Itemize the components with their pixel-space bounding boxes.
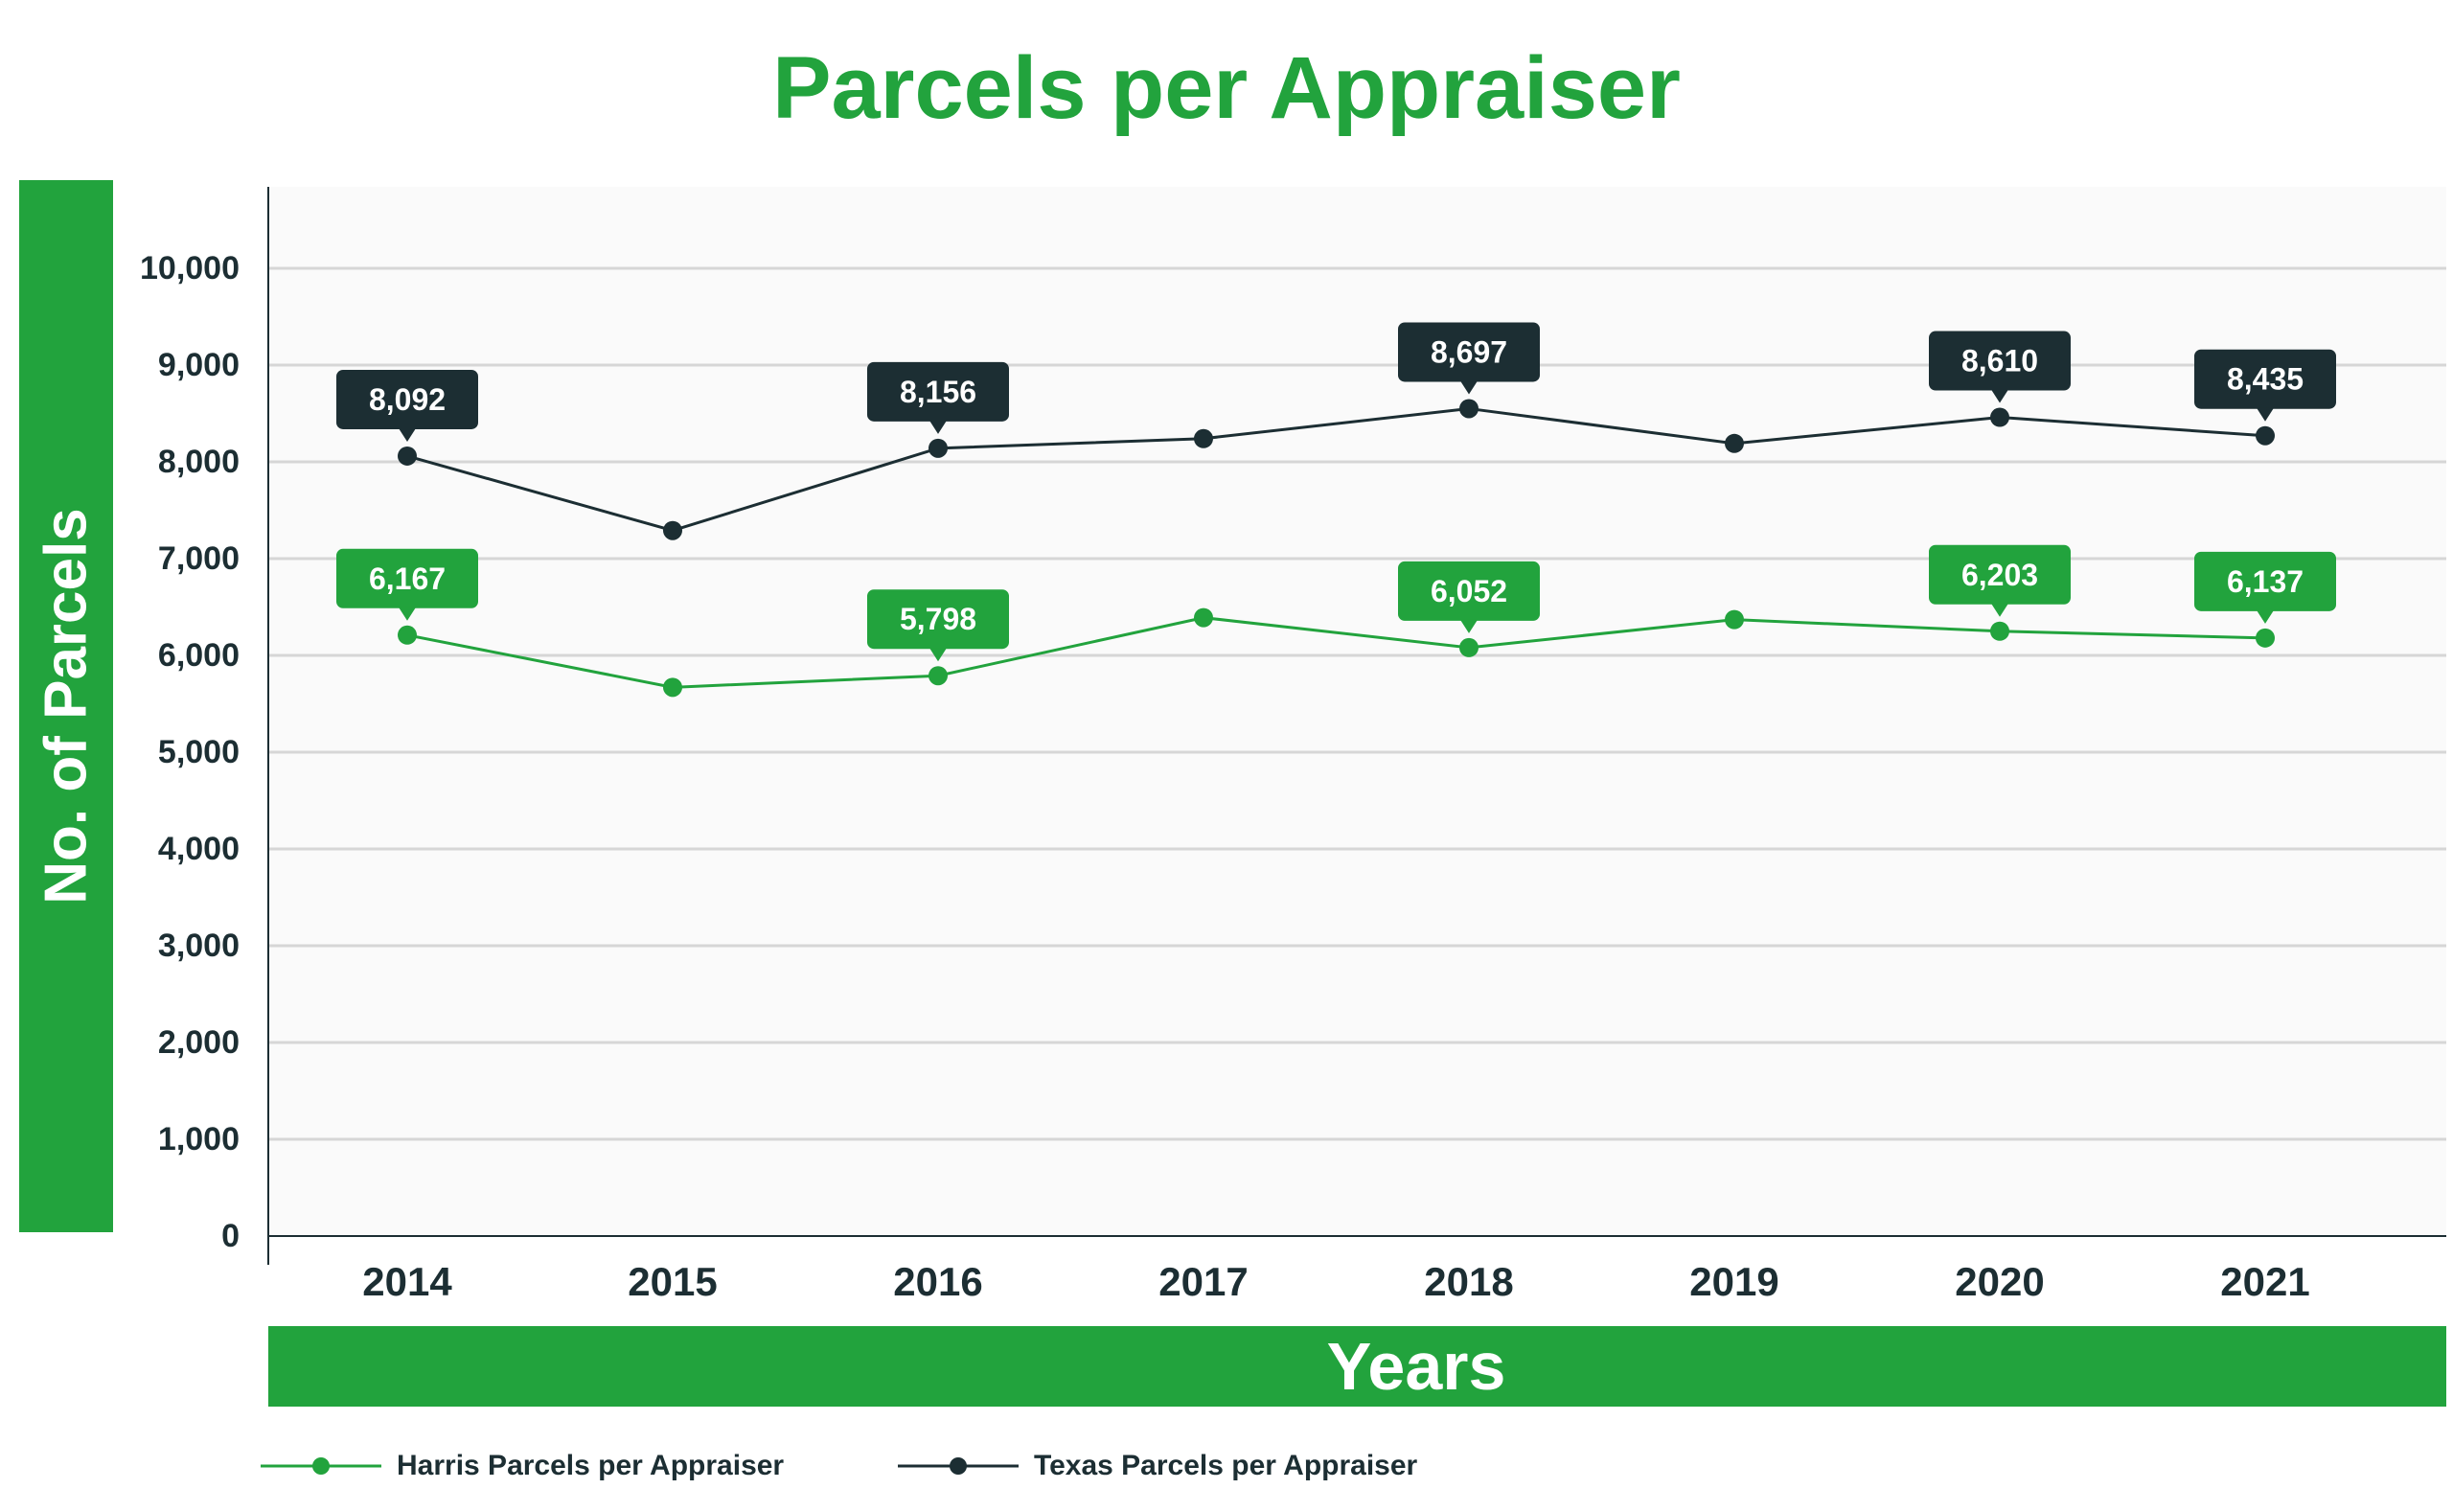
data-label-texas: 8,092 xyxy=(336,369,478,442)
data-point-harris xyxy=(1459,637,1479,657)
data-label-texas: 8,435 xyxy=(2194,349,2336,422)
data-label-box xyxy=(336,369,478,429)
data-point-texas xyxy=(398,446,417,466)
data-point-harris xyxy=(663,677,682,698)
series-line-harris xyxy=(406,616,2266,689)
data-label-pointer xyxy=(1991,603,2008,617)
data-label-harris: 6,052 xyxy=(1398,561,1540,633)
data-label-box xyxy=(1398,561,1540,621)
data-label-box xyxy=(1929,544,2071,605)
data-label-harris: 5,798 xyxy=(867,589,1009,662)
y-tick-label: 6,000 xyxy=(158,637,240,674)
data-label-box xyxy=(1929,331,2071,391)
data-label-text: 5,798 xyxy=(900,602,976,636)
data-label-text: 6,203 xyxy=(1961,558,2038,592)
data-label-pointer xyxy=(929,420,947,434)
data-label-pointer xyxy=(1460,380,1478,395)
data-label-text: 6,137 xyxy=(2227,564,2304,599)
data-label-box xyxy=(336,548,478,608)
y-tick-label: 9,000 xyxy=(158,347,240,383)
y-tick-label: 0 xyxy=(221,1218,240,1254)
data-label-text: 8,092 xyxy=(369,382,446,417)
y-tick-label: 3,000 xyxy=(158,928,240,964)
x-tick-label: 2014 xyxy=(362,1259,452,1304)
legend-item-texas: Texas Parcels per Appraiser xyxy=(896,1447,1417,1485)
data-point-harris xyxy=(1194,607,1213,628)
x-tick-label: 2021 xyxy=(2220,1259,2309,1304)
data-label-pointer xyxy=(399,427,416,442)
x-tick-label: 2015 xyxy=(628,1259,717,1304)
data-label-box xyxy=(2194,551,2336,611)
x-axis-label: Years xyxy=(1326,1329,1506,1404)
plot-area xyxy=(268,187,2446,1236)
data-point-harris xyxy=(1725,609,1744,630)
series-line-texas xyxy=(406,406,2266,533)
data-label-harris: 6,203 xyxy=(1929,544,2071,617)
data-label-pointer xyxy=(2257,407,2274,422)
data-label-pointer xyxy=(1460,619,1478,633)
data-label-harris: 6,137 xyxy=(2194,551,2336,624)
data-label-box xyxy=(1398,322,1540,382)
data-point-harris xyxy=(398,625,417,645)
x-tick-label: 2017 xyxy=(1158,1259,1248,1304)
x-tick-label: 2020 xyxy=(1955,1259,2044,1304)
legend-marker-harris xyxy=(261,1457,381,1475)
y-tick-label: 10,000 xyxy=(140,250,240,286)
y-tick-label: 2,000 xyxy=(158,1024,240,1061)
data-label-text: 6,167 xyxy=(369,561,446,596)
y-tick-label: 5,000 xyxy=(158,734,240,770)
data-point-texas xyxy=(1194,428,1213,448)
x-tick-label: 2018 xyxy=(1424,1259,1513,1304)
x-axis-label-background xyxy=(268,1326,2446,1407)
data-point-texas xyxy=(1990,407,2009,427)
y-tick-label: 4,000 xyxy=(158,831,240,867)
y-axis-label-background xyxy=(19,180,113,1232)
data-label-pointer xyxy=(1991,389,2008,403)
legend-marker-texas xyxy=(898,1457,1019,1475)
data-point-texas xyxy=(663,520,682,540)
y-tick-label: 1,000 xyxy=(158,1121,240,1157)
data-point-texas xyxy=(928,438,948,458)
data-point-texas xyxy=(1725,433,1744,453)
data-point-harris xyxy=(928,666,948,686)
chart-title: Parcels per Appraiser xyxy=(772,39,1681,137)
data-label-box xyxy=(867,589,1009,650)
y-tick-label: 8,000 xyxy=(158,444,240,480)
data-label-texas: 8,697 xyxy=(1398,322,1540,395)
data-label-harris: 6,167 xyxy=(336,548,478,621)
data-label-text: 8,697 xyxy=(1431,334,1507,369)
data-label-text: 8,435 xyxy=(2227,362,2304,397)
legend-label-texas: Texas Parcels per Appraiser xyxy=(1034,1450,1418,1481)
data-point-texas xyxy=(1459,399,1479,419)
data-point-harris xyxy=(2256,628,2275,648)
line-chart: 0 1,000 2,000 3,000 4,000 5,000 6,000 7,000 8,00… xyxy=(140,187,2446,1304)
data-label-pointer xyxy=(399,607,416,621)
x-tick-label: 2016 xyxy=(893,1259,982,1304)
data-label-box xyxy=(867,361,1009,422)
data-label-texas: 8,610 xyxy=(1929,331,2071,403)
data-point-harris xyxy=(1990,621,2009,641)
data-label-pointer xyxy=(2257,609,2274,624)
data-label-text: 8,156 xyxy=(900,375,976,409)
data-label-text: 8,610 xyxy=(1961,344,2038,378)
data-label-pointer xyxy=(929,648,947,662)
y-tick-label: 7,000 xyxy=(158,540,240,577)
legend-label-harris: Harris Parcels per Appraiser xyxy=(397,1450,785,1481)
data-label-box xyxy=(2194,349,2336,409)
data-label-text: 6,052 xyxy=(1431,574,1507,608)
data-label-texas: 8,156 xyxy=(867,361,1009,434)
legend-item-harris: Harris Parcels per Appraiser xyxy=(259,1447,784,1485)
data-point-texas xyxy=(2256,425,2275,446)
x-tick-label: 2019 xyxy=(1689,1259,1778,1304)
